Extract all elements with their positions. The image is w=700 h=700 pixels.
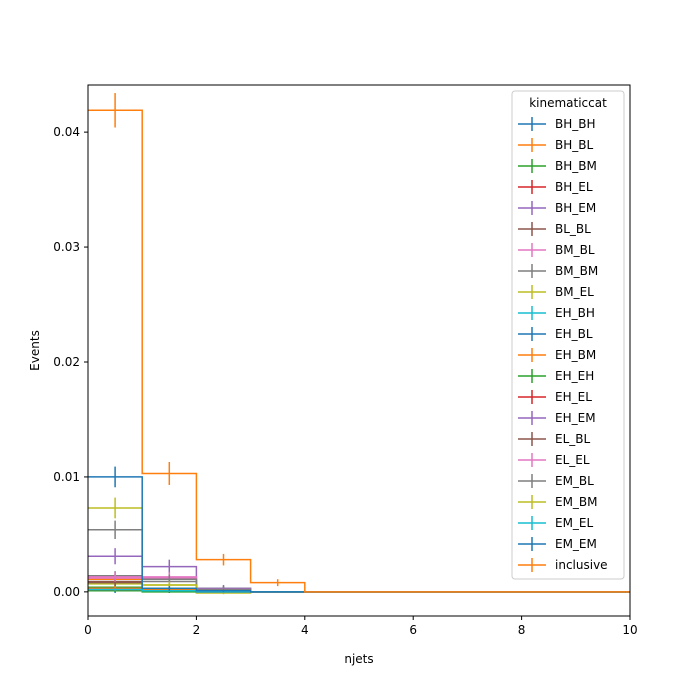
legend-item: BL_BL — [518, 222, 591, 236]
legend-label: BM_BL — [555, 243, 595, 257]
legend-item: EH_BL — [518, 327, 593, 341]
legend-title: kinematiccat — [529, 96, 607, 110]
legend-label: EM_BL — [555, 474, 594, 488]
x-tick-label: 4 — [301, 623, 309, 637]
legend-item: EL_EL — [518, 453, 590, 467]
legend-item: EH_EL — [518, 390, 592, 404]
x-tick-label: 0 — [84, 623, 92, 637]
x-axis-label: njets — [344, 652, 373, 666]
legend-item: BH_BM — [518, 159, 597, 173]
legend-label: EH_BL — [555, 327, 593, 341]
legend-label: BH_EM — [555, 201, 596, 215]
legend-item: EM_BM — [518, 495, 598, 509]
legend-label: BH_BL — [555, 138, 593, 152]
plot-area — [88, 93, 630, 595]
legend-item: BM_BM — [518, 264, 598, 278]
x-tick-label: 2 — [193, 623, 201, 637]
legend-item: inclusive — [518, 558, 608, 572]
legend-label: BH_BH — [555, 117, 596, 131]
legend: kinematiccat BH_BH BH_BL BH_BM BH_EL BH_EM BL_… — [511, 90, 625, 580]
legend-item: BH_BH — [518, 117, 596, 131]
legend-item: EH_BH — [518, 306, 595, 320]
legend-item: BH_BL — [518, 138, 593, 152]
legend-label: EH_BH — [555, 306, 595, 320]
legend-label: BL_BL — [555, 222, 591, 236]
series-line-inclusive — [88, 109, 630, 593]
y-tick-label: 0.02 — [53, 355, 80, 369]
legend-label: EH_EM — [555, 411, 596, 425]
y-tick-label: 0.04 — [53, 125, 80, 139]
legend-label: BH_BM — [555, 159, 597, 173]
series-inclusive — [88, 93, 630, 593]
legend-label: EH_EH — [555, 369, 594, 383]
legend-item: EM_EM — [518, 537, 597, 551]
x-tick-label: 10 — [622, 623, 637, 637]
legend-item: EL_BL — [518, 432, 591, 446]
legend-label: BH_EL — [555, 180, 593, 194]
legend-item: BM_BL — [518, 243, 595, 257]
y-axis-label: Events — [28, 330, 42, 371]
legend-label: inclusive — [555, 558, 608, 572]
legend-label: EM_EM — [555, 537, 597, 551]
legend-label: EM_BM — [555, 495, 598, 509]
legend-item: BM_EL — [518, 285, 594, 299]
legend-label: EH_BM — [555, 348, 596, 362]
legend-item: EH_EH — [518, 369, 594, 383]
legend-item: BH_EM — [518, 201, 596, 215]
legend-label: EM_EL — [555, 516, 594, 530]
legend-item: EH_BM — [518, 348, 596, 362]
legend-box — [511, 90, 625, 580]
axes: 0 2 4 6 8 10 0.00 0.01 0.02 0.03 0.04 njets Events — [28, 84, 638, 666]
legend-item: EH_EM — [518, 411, 596, 425]
plot-series-group — [88, 93, 630, 595]
legend-label: EL_EL — [555, 453, 590, 467]
legend-label: EH_EL — [555, 390, 592, 404]
legend-label: BM_BM — [555, 264, 598, 278]
legend-item: EM_BL — [518, 474, 594, 488]
y-tick-label: 0.03 — [53, 240, 80, 254]
y-tick-label: 0.01 — [53, 470, 80, 484]
legend-item: BH_EL — [518, 180, 593, 194]
axes-frame — [87, 84, 631, 617]
legend-item: EM_EL — [518, 516, 594, 530]
x-tick-label: 6 — [409, 623, 417, 637]
x-tick-label: 8 — [518, 623, 526, 637]
y-tick-label: 0.00 — [53, 585, 80, 599]
legend-label: EL_BL — [555, 432, 591, 446]
legend-label: BM_EL — [555, 285, 594, 299]
